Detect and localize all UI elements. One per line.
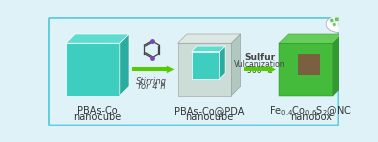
Text: Stirring: Stirring [136,77,167,86]
Polygon shape [268,66,276,73]
Text: $\mathregular{Fe_{0.4}Co_{0.6}S_2@NC}$: $\mathregular{Fe_{0.4}Co_{0.6}S_2@NC}$ [269,104,352,118]
Polygon shape [120,34,129,96]
Text: nanocube: nanocube [73,112,122,122]
Polygon shape [178,34,241,43]
Bar [341,18,344,22]
Bar [332,23,336,26]
Text: 500 ℃: 500 ℃ [247,66,273,75]
Text: Vulcanization: Vulcanization [234,60,286,69]
Polygon shape [298,54,320,75]
Text: for 4 h: for 4 h [138,83,166,91]
FancyBboxPatch shape [49,18,338,126]
Polygon shape [66,34,129,43]
Text: nanocube: nanocube [185,112,233,122]
Polygon shape [279,34,342,43]
Polygon shape [279,43,333,96]
Text: PBAs-Co@PDA: PBAs-Co@PDA [174,106,244,116]
Polygon shape [178,43,231,96]
Polygon shape [231,34,241,96]
Polygon shape [192,46,225,52]
Bar [244,67,268,71]
Bar [330,18,334,23]
Polygon shape [220,46,225,79]
Bar [335,17,339,21]
Text: Sulfur: Sulfur [245,53,276,62]
Bar [338,22,343,27]
Polygon shape [66,43,120,96]
Bar [343,20,347,24]
Bar [132,67,167,71]
Polygon shape [333,34,342,96]
Text: nanobox: nanobox [290,112,332,122]
Text: PBAs-Co: PBAs-Co [77,106,118,116]
Polygon shape [192,52,220,79]
Polygon shape [167,66,175,73]
Ellipse shape [326,15,351,32]
